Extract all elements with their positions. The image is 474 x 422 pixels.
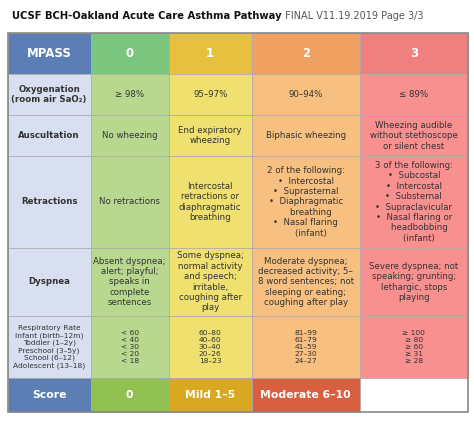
FancyBboxPatch shape — [169, 33, 252, 74]
FancyBboxPatch shape — [169, 156, 252, 248]
Text: Mild 1–5: Mild 1–5 — [185, 390, 235, 400]
FancyBboxPatch shape — [252, 378, 360, 412]
Text: 1: 1 — [206, 47, 214, 60]
FancyBboxPatch shape — [169, 74, 252, 115]
FancyBboxPatch shape — [252, 33, 360, 74]
Text: 90–94%: 90–94% — [289, 90, 323, 99]
Text: Oxygenation
(room air SaO₂): Oxygenation (room air SaO₂) — [11, 85, 87, 104]
FancyBboxPatch shape — [91, 248, 169, 316]
FancyBboxPatch shape — [169, 378, 252, 412]
Text: MPASS: MPASS — [27, 47, 72, 60]
FancyBboxPatch shape — [169, 248, 252, 316]
Text: UCSF BCH-Oakland Acute Care Asthma Pathway: UCSF BCH-Oakland Acute Care Asthma Pathw… — [12, 11, 282, 21]
Text: 2 of the following:
•  Intercostal
•  Suprasternal
•  Diaphragmatic
    breathin: 2 of the following: • Intercostal • Supr… — [267, 166, 345, 238]
FancyBboxPatch shape — [91, 378, 169, 412]
FancyBboxPatch shape — [8, 248, 91, 316]
FancyBboxPatch shape — [8, 378, 91, 412]
Text: FINAL V11.19.2019 Page 3/3: FINAL V11.19.2019 Page 3/3 — [283, 11, 424, 21]
Text: Moderate 6–10: Moderate 6–10 — [260, 390, 351, 400]
FancyBboxPatch shape — [8, 156, 91, 248]
FancyBboxPatch shape — [8, 115, 91, 156]
FancyBboxPatch shape — [91, 115, 169, 156]
FancyBboxPatch shape — [169, 115, 252, 156]
Text: Absent dyspnea;
alert; playful;
speaks in
complete
sentences: Absent dyspnea; alert; playful; speaks i… — [93, 257, 166, 307]
Text: 0: 0 — [126, 390, 133, 400]
FancyBboxPatch shape — [360, 115, 468, 156]
FancyBboxPatch shape — [360, 156, 468, 248]
FancyBboxPatch shape — [360, 248, 468, 316]
FancyBboxPatch shape — [360, 316, 468, 378]
Text: < 60
< 40
< 30
< 20
< 18: < 60 < 40 < 30 < 20 < 18 — [120, 330, 139, 364]
Text: ≥ 100
≥ 80
≥ 60
≥ 31
≥ 28: ≥ 100 ≥ 80 ≥ 60 ≥ 31 ≥ 28 — [402, 330, 425, 364]
Text: No retractions: No retractions — [99, 197, 160, 206]
FancyBboxPatch shape — [8, 74, 91, 115]
Text: Intercostal
retractions or
diaphragmatic
breathing: Intercostal retractions or diaphragmatic… — [179, 182, 241, 222]
FancyBboxPatch shape — [91, 316, 169, 378]
Text: Score: Score — [32, 390, 66, 400]
Text: Biphasic wheezing: Biphasic wheezing — [265, 131, 346, 140]
FancyBboxPatch shape — [252, 248, 360, 316]
Text: ≤ 89%: ≤ 89% — [399, 90, 428, 99]
Text: 95–97%: 95–97% — [193, 90, 228, 99]
Text: End expiratory
wheezing: End expiratory wheezing — [178, 126, 242, 145]
Text: No wheezing: No wheezing — [102, 131, 157, 140]
Text: 3: 3 — [410, 47, 418, 60]
FancyBboxPatch shape — [91, 74, 169, 115]
Text: Severe dyspnea; not
speaking; grunting;
lethargic, stops
playing: Severe dyspnea; not speaking; grunting; … — [369, 262, 458, 302]
Text: Moderate dyspnea;
decreased activity; 5–
8 word sentences; not
sleeping or eatin: Moderate dyspnea; decreased activity; 5–… — [258, 257, 354, 307]
Text: Auscultation: Auscultation — [18, 131, 80, 140]
FancyBboxPatch shape — [91, 33, 169, 74]
FancyBboxPatch shape — [91, 156, 169, 248]
FancyBboxPatch shape — [8, 33, 91, 74]
Text: Retractions: Retractions — [21, 197, 77, 206]
Text: Respiratory Rate
Infant (birth–12m)
Toddler (1–2y)
Preschool (3–5y)
School (6–12: Respiratory Rate Infant (birth–12m) Todd… — [13, 325, 85, 369]
Text: 81–99
61–79
41–59
27–30
24–27: 81–99 61–79 41–59 27–30 24–27 — [294, 330, 317, 364]
FancyBboxPatch shape — [169, 316, 252, 378]
FancyBboxPatch shape — [360, 33, 468, 74]
Text: 60–80
40–60
30–40
20–26
18–23: 60–80 40–60 30–40 20–26 18–23 — [199, 330, 221, 364]
FancyBboxPatch shape — [360, 74, 468, 115]
FancyBboxPatch shape — [252, 74, 360, 115]
Text: Some dyspnea;
normal activity
and speech;
irritable,
coughing after
play: Some dyspnea; normal activity and speech… — [177, 252, 244, 312]
FancyBboxPatch shape — [8, 316, 91, 378]
FancyBboxPatch shape — [252, 115, 360, 156]
Text: ≥ 98%: ≥ 98% — [115, 90, 144, 99]
Text: Dyspnea: Dyspnea — [28, 277, 70, 287]
Text: 2: 2 — [301, 47, 310, 60]
Text: 0: 0 — [126, 47, 134, 60]
FancyBboxPatch shape — [252, 316, 360, 378]
FancyBboxPatch shape — [252, 156, 360, 248]
Text: Wheezing audible
without stethoscope
or silent chest: Wheezing audible without stethoscope or … — [370, 121, 458, 151]
Text: 3 of the following:
•  Subcostal
•  Intercostal
•  Substernal
•  Supraclavicular: 3 of the following: • Subcostal • Interc… — [375, 161, 453, 243]
